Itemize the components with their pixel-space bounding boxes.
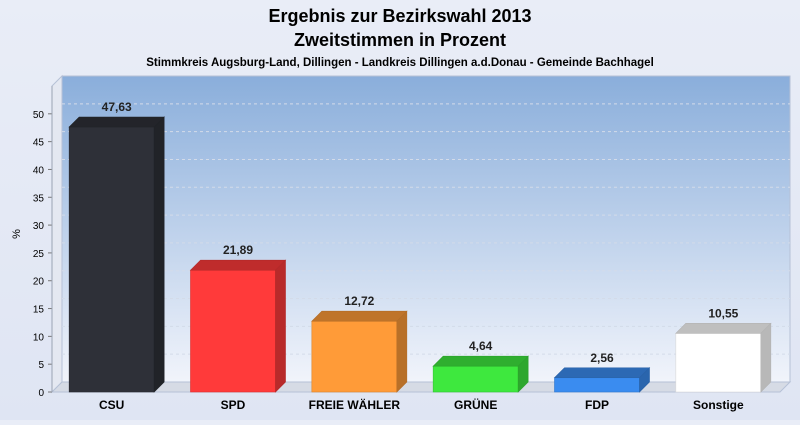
y-tick-label: 0 [38, 388, 44, 399]
bar-side [760, 322, 772, 393]
bar-value-label: 47,63 [102, 100, 132, 114]
x-tick-label: GRÜNE [454, 397, 497, 412]
bar-side [639, 367, 650, 393]
chart-subtitle: Zweitstimmen in Prozent [294, 30, 506, 50]
y-tick-label: 35 [33, 193, 45, 204]
x-tick-label: SPD [221, 398, 246, 412]
y-tick-label: 20 [33, 277, 45, 288]
bar [432, 365, 519, 393]
x-tick-label: Sonstige [693, 398, 744, 412]
bar-top [553, 367, 651, 379]
x-tick-label: FREIE WÄHLER [309, 397, 401, 412]
bar-side [275, 259, 286, 393]
bar [311, 320, 398, 393]
bar-side [396, 310, 408, 393]
bar-side [153, 116, 165, 393]
x-tick-label: FDP [585, 398, 609, 412]
y-tick-label: 10 [33, 332, 45, 343]
bar [190, 269, 276, 393]
bar-top [432, 355, 529, 367]
chart-caption: Stimmkreis Augsburg-Land, Dillingen - La… [146, 57, 654, 69]
bar-top [189, 259, 287, 271]
plot-side-wall [51, 74, 63, 394]
bar [68, 126, 155, 393]
bar [554, 377, 640, 393]
bar [675, 333, 762, 393]
bar-top [311, 310, 408, 322]
y-tick-label: 40 [33, 165, 45, 176]
y-tick-label: 5 [38, 360, 44, 371]
bar-value-label: 10,55 [708, 306, 738, 320]
bar-value-label: 21,89 [223, 243, 253, 257]
y-tick-label: 25 [33, 249, 45, 260]
bar-value-label: 2,56 [590, 351, 614, 365]
y-tick-label: 15 [33, 305, 45, 316]
bar-top [675, 323, 772, 334]
bar-top [68, 116, 165, 128]
x-tick-label: CSU [99, 398, 124, 412]
y-tick-label: 50 [33, 110, 45, 121]
bar-value-label: 12,72 [344, 294, 374, 308]
y-axis-label: % [11, 229, 23, 239]
bar-value-label: 4,64 [469, 339, 493, 353]
bar-side [517, 355, 529, 393]
y-tick-label: 45 [33, 138, 45, 149]
y-tick-label: 30 [33, 221, 45, 232]
plot-background [61, 75, 791, 383]
chart-title: Ergebnis zur Bezirkswahl 2013 [268, 6, 531, 26]
